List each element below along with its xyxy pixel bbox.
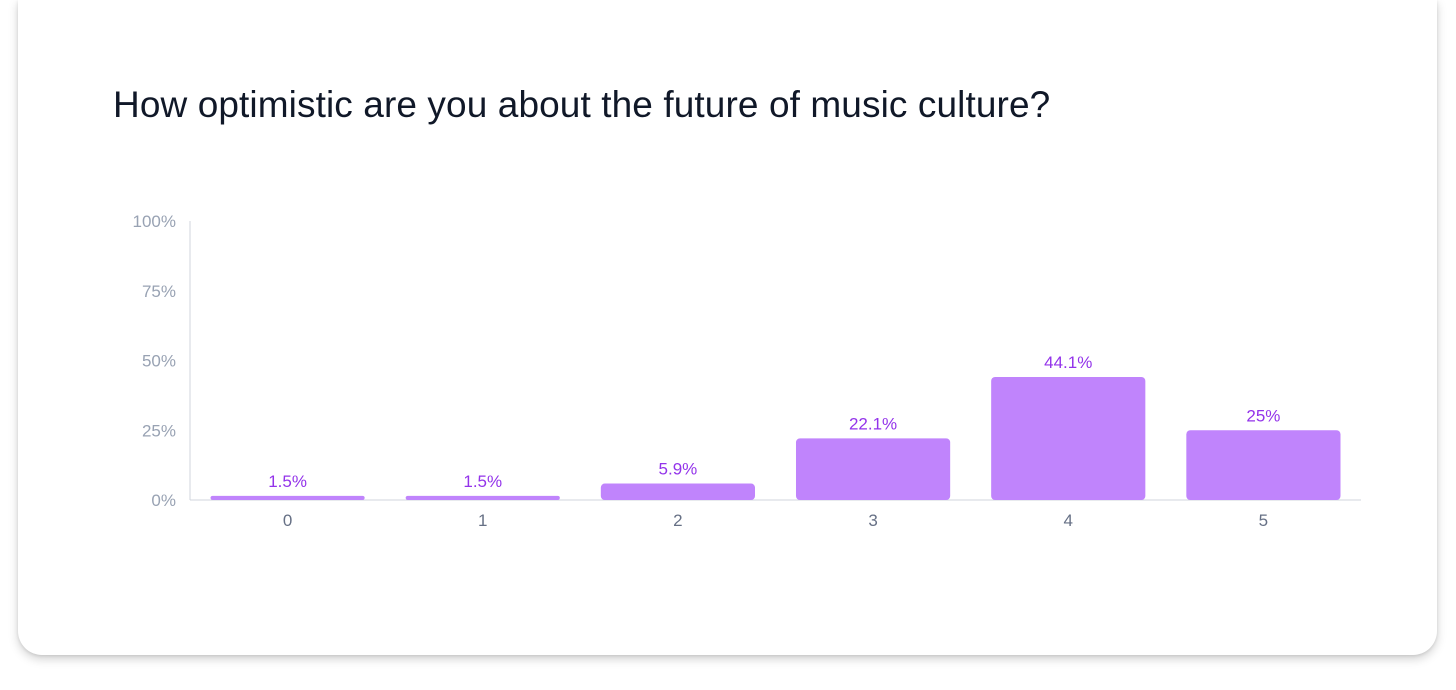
bar-value-label: 22.1% — [849, 414, 897, 433]
y-tick-label: 50% — [142, 352, 176, 371]
survey-question-card: How optimistic are you about the future … — [18, 0, 1437, 655]
x-category-label: 4 — [1064, 511, 1073, 530]
x-category-label: 1 — [478, 511, 487, 530]
y-tick-label: 25% — [142, 421, 176, 440]
bar-0 — [210, 495, 365, 500]
x-category-label: 3 — [868, 511, 877, 530]
bar-2 — [600, 483, 756, 500]
bar-value-label: 25% — [1246, 406, 1280, 425]
x-category-label: 5 — [1259, 511, 1268, 530]
y-tick-label: 100% — [133, 212, 176, 231]
bar-3 — [795, 438, 951, 500]
y-tick-label: 0% — [151, 491, 176, 510]
bar-value-label: 1.5% — [268, 472, 307, 491]
y-tick-label: 75% — [142, 282, 176, 301]
bar-value-label: 5.9% — [659, 460, 698, 479]
bar-4 — [991, 376, 1146, 500]
bar-value-label: 1.5% — [463, 472, 502, 491]
bar-5 — [1186, 430, 1341, 500]
bar-1 — [405, 495, 560, 500]
x-category-label: 2 — [673, 511, 682, 530]
x-category-label: 0 — [283, 511, 292, 530]
question-title: How optimistic are you about the future … — [113, 84, 1051, 125]
bar-value-label: 44.1% — [1044, 353, 1092, 372]
